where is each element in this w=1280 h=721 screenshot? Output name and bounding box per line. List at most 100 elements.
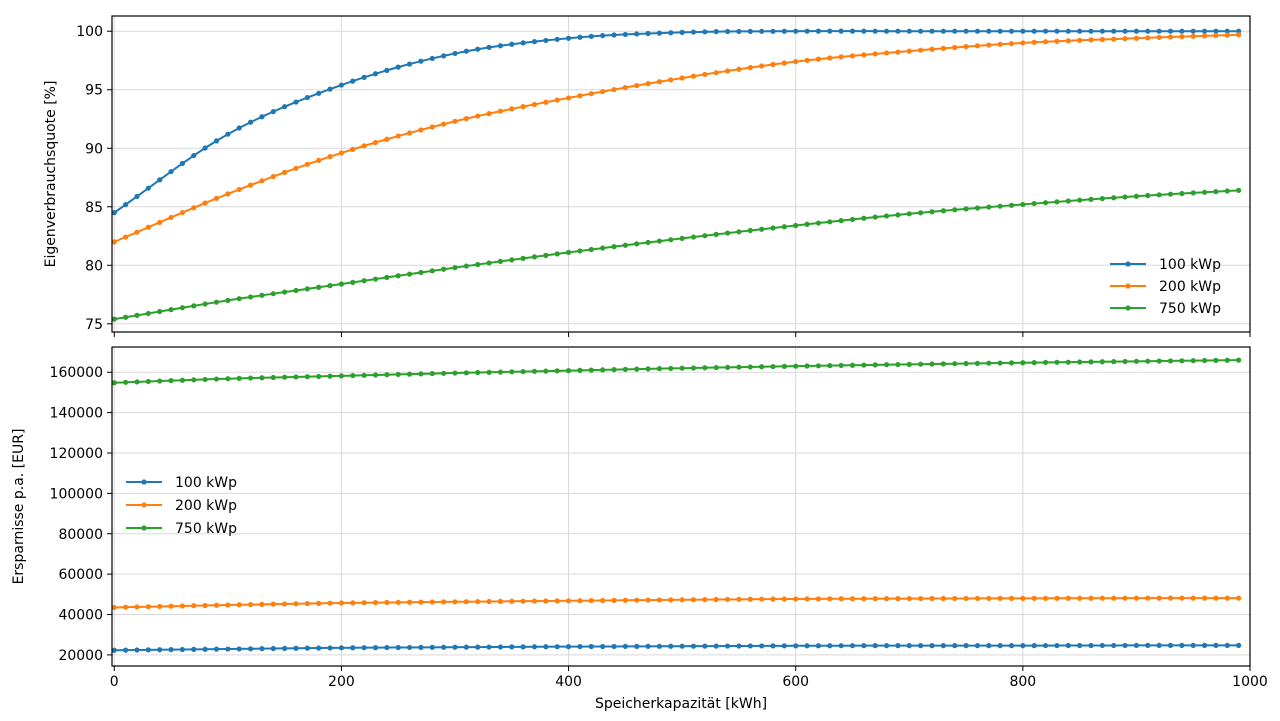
data-point <box>793 28 799 34</box>
data-point <box>168 603 174 609</box>
series-line <box>113 33 1239 243</box>
data-point <box>1201 189 1208 195</box>
data-point <box>1065 595 1071 601</box>
data-point <box>179 305 186 311</box>
data-point <box>759 226 765 232</box>
data-point <box>883 213 890 219</box>
data-point <box>441 599 447 605</box>
data-point <box>259 375 265 381</box>
data-point <box>838 54 844 60</box>
data-point <box>247 182 254 188</box>
data-point <box>1054 595 1060 601</box>
data-point <box>236 296 242 302</box>
data-point <box>1122 28 1128 34</box>
data-point <box>247 601 254 608</box>
data-point <box>929 209 935 215</box>
data-point <box>963 360 969 367</box>
data-point <box>1167 358 1174 364</box>
data-point <box>690 73 697 79</box>
data-point <box>225 191 231 197</box>
data-point <box>974 43 981 49</box>
data-point <box>1077 28 1083 34</box>
data-point <box>883 28 890 34</box>
data-point <box>588 91 594 97</box>
data-point <box>952 28 958 34</box>
data-point <box>724 230 731 236</box>
data-point <box>395 599 401 605</box>
data-point <box>406 599 413 605</box>
data-point <box>872 28 878 34</box>
data-point <box>1122 358 1128 365</box>
data-point <box>406 130 413 136</box>
data-point <box>895 49 901 55</box>
data-point <box>1133 642 1140 649</box>
data-point <box>1065 642 1071 649</box>
data-point <box>225 602 231 608</box>
data-point <box>554 644 560 650</box>
data-point <box>384 67 390 73</box>
data-point <box>861 643 867 649</box>
data-point <box>1020 28 1026 34</box>
data-point <box>1020 40 1026 46</box>
data-point <box>350 600 356 606</box>
data-point <box>1167 642 1174 648</box>
data-point <box>702 29 708 35</box>
data-point <box>145 647 151 653</box>
data-point <box>906 595 912 602</box>
data-point <box>1213 189 1219 195</box>
data-point <box>1111 36 1117 42</box>
data-point <box>282 169 288 175</box>
data-point <box>815 28 822 34</box>
data-point <box>1008 360 1015 366</box>
data-point <box>849 362 856 368</box>
data-point <box>123 604 129 610</box>
data-point <box>418 599 424 605</box>
legend-marker <box>1125 283 1131 289</box>
data-point <box>963 643 969 649</box>
data-point <box>1088 196 1094 202</box>
data-point <box>350 279 356 285</box>
data-point <box>384 599 390 606</box>
data-point <box>497 598 504 604</box>
data-point <box>1020 643 1026 649</box>
legend: 100 kWp 200 kWp 750 kWp <box>126 475 237 537</box>
data-point <box>1122 194 1128 200</box>
data-point <box>815 363 822 369</box>
data-point <box>997 203 1003 209</box>
data-point <box>1088 595 1094 601</box>
data-point <box>770 596 776 602</box>
data-point <box>895 212 901 218</box>
data-point <box>1236 357 1242 363</box>
data-point <box>656 238 663 244</box>
data-point <box>1031 360 1037 366</box>
data-point <box>1077 197 1083 203</box>
data-point <box>895 596 901 602</box>
data-point <box>883 596 890 602</box>
data-point <box>781 363 787 369</box>
data-point <box>452 50 458 57</box>
data-point <box>134 193 140 200</box>
data-point <box>1179 595 1185 601</box>
data-point <box>577 598 583 604</box>
data-point <box>463 644 469 650</box>
data-point <box>781 224 787 230</box>
data-point <box>531 644 538 650</box>
data-point <box>270 173 276 180</box>
data-point <box>793 643 799 649</box>
data-point <box>872 51 878 57</box>
data-point <box>1111 595 1117 601</box>
data-point <box>1008 643 1015 649</box>
data-point <box>202 376 208 383</box>
data-point <box>157 219 163 225</box>
data-point <box>1179 642 1185 648</box>
data-point <box>668 643 674 649</box>
data-point <box>918 28 924 34</box>
data-point <box>1111 28 1117 34</box>
data-point <box>270 645 276 652</box>
data-point <box>338 373 345 379</box>
data-point <box>395 273 401 279</box>
legend-item: 200 kWp <box>1110 279 1221 295</box>
data-point <box>486 369 492 375</box>
legend-item: 750 kWp <box>126 521 237 537</box>
data-point <box>600 643 606 650</box>
